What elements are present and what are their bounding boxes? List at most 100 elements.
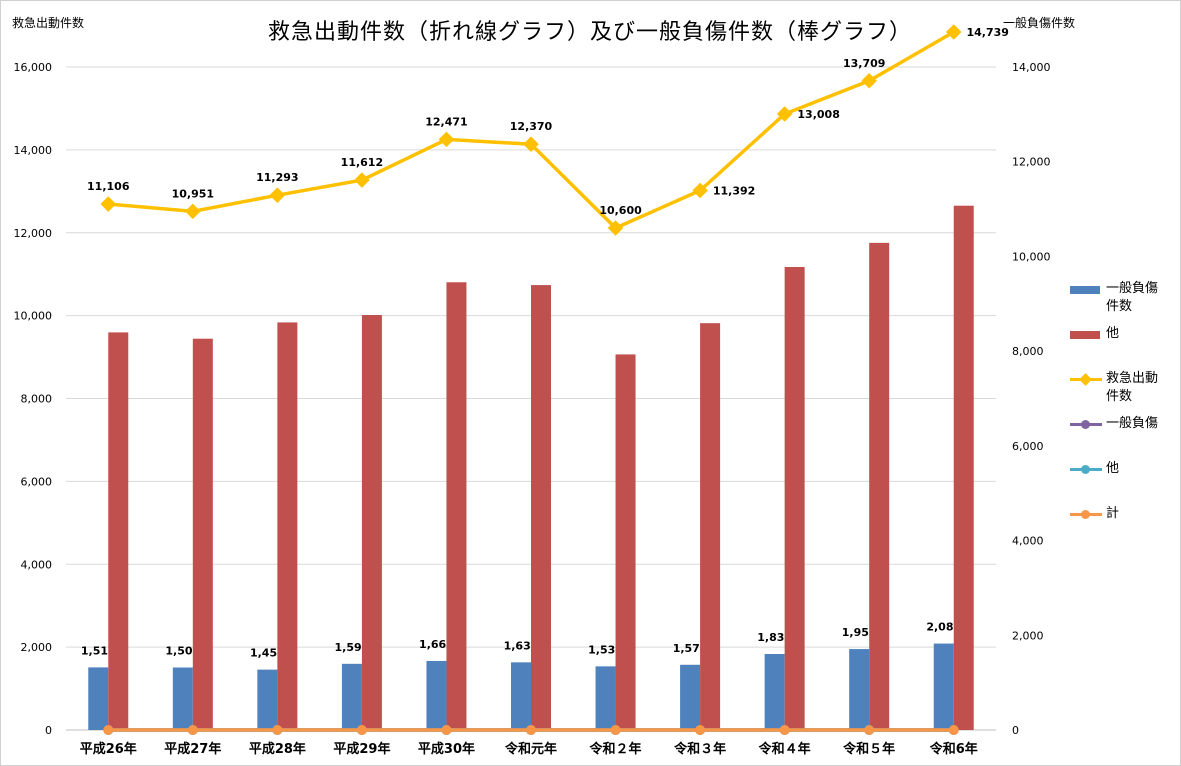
legend-line-swatch xyxy=(1070,420,1102,429)
line-point xyxy=(864,725,875,735)
line-point xyxy=(607,220,624,236)
bar xyxy=(680,664,701,730)
data-label: 2,086 xyxy=(926,621,961,634)
legend-marker xyxy=(1081,420,1090,429)
data-label: 11,293 xyxy=(256,171,298,184)
line-point xyxy=(610,725,621,735)
line-point xyxy=(187,725,198,735)
left-tick-label: 4,000 xyxy=(21,558,53,571)
bar xyxy=(531,285,551,730)
legend-bar-swatch xyxy=(1070,286,1100,294)
legend-bar-swatch xyxy=(1070,331,1100,339)
legend-line-swatch xyxy=(1070,465,1102,474)
legend-line-swatch xyxy=(1070,510,1102,519)
data-label: 1,633 xyxy=(504,639,539,652)
right-tick-label: 4,000 xyxy=(1012,535,1044,548)
line-point xyxy=(441,725,452,735)
line-point xyxy=(438,131,455,148)
legend-label: 他 xyxy=(1106,461,1120,476)
data-label: 13,709 xyxy=(843,57,885,70)
bar xyxy=(511,662,531,730)
bar xyxy=(277,322,298,730)
legend-label: 一般負傷 xyxy=(1106,416,1159,431)
left-tick-label: 8,000 xyxy=(21,393,53,406)
line-point xyxy=(695,725,706,735)
right-tick-label: 2,000 xyxy=(1012,629,1044,642)
left-tick-label: 12,000 xyxy=(14,227,53,240)
left-tick-label: 10,000 xyxy=(14,310,53,323)
bar xyxy=(933,643,954,730)
line-point xyxy=(356,725,367,735)
legend-marker xyxy=(1081,465,1090,474)
line-point xyxy=(779,725,790,735)
line-point xyxy=(861,73,877,89)
right-tick-label: 10,000 xyxy=(1012,250,1051,263)
bar xyxy=(595,666,616,730)
bar xyxy=(88,667,109,730)
line-point xyxy=(100,196,117,212)
data-label: 1,511 xyxy=(81,644,116,657)
legend-label: 他 xyxy=(1106,326,1120,341)
x-tick-label: 令和２年 xyxy=(590,741,642,757)
bar xyxy=(953,205,974,731)
bar xyxy=(257,669,278,730)
x-tick-label: 平成29年 xyxy=(333,741,390,757)
legend-label: 救急出動件数 xyxy=(1106,371,1159,404)
right-tick-label: 8,000 xyxy=(1012,345,1044,358)
line-point xyxy=(185,203,201,220)
x-tick-label: 令和元年 xyxy=(505,741,557,757)
line-point xyxy=(272,725,283,735)
left-tick-label: 6,000 xyxy=(21,475,53,488)
line-point xyxy=(269,187,286,203)
chart-title: 救急出動件数（折れ線グラフ）及び一般負傷件数（棒グラフ） xyxy=(267,20,912,45)
legend-label: 計 xyxy=(1106,506,1120,521)
data-label: 1,508 xyxy=(165,645,200,658)
left-tick-label: 0 xyxy=(45,724,52,737)
line-point xyxy=(523,136,539,152)
bar xyxy=(192,338,213,730)
bar xyxy=(361,315,382,730)
data-label: 12,471 xyxy=(425,115,467,128)
right-tick-label: 0 xyxy=(1012,724,1019,737)
data-label: 1,666 xyxy=(419,638,454,651)
data-label: 13,008 xyxy=(797,108,839,121)
data-label: 11,612 xyxy=(341,156,383,169)
data-label: 14,739 xyxy=(967,26,1009,39)
legend-label: 一般負傷件数 xyxy=(1106,281,1159,314)
bar xyxy=(764,654,785,730)
line-point xyxy=(945,24,962,40)
bar xyxy=(615,354,636,730)
right-tick-label: 14,000 xyxy=(1012,61,1051,74)
data-label: 1,457 xyxy=(250,647,285,660)
legend-marker xyxy=(1081,510,1090,519)
x-tick-label: 平成28年 xyxy=(249,741,306,757)
x-tick-label: 平成27年 xyxy=(164,741,221,757)
line-point xyxy=(354,172,370,188)
x-tick-label: 令和４年 xyxy=(759,741,811,757)
bar xyxy=(426,660,447,730)
x-tick-label: 令和５年 xyxy=(843,741,895,757)
bar xyxy=(446,282,467,730)
bar xyxy=(341,663,362,730)
data-label: 10,951 xyxy=(172,187,214,200)
line-point xyxy=(948,725,959,735)
line-point xyxy=(692,182,708,199)
x-tick-label: 平成30年 xyxy=(418,741,475,757)
left-tick-label: 2,000 xyxy=(21,641,53,654)
x-tick-label: 平成26年 xyxy=(80,741,137,757)
bar xyxy=(172,667,193,730)
x-tick-label: 令和6年 xyxy=(930,741,978,757)
left-tick-label: 14,000 xyxy=(14,144,53,157)
data-label: 11,392 xyxy=(713,185,755,198)
legend-line-swatch xyxy=(1070,373,1102,386)
right-tick-label: 12,000 xyxy=(1012,156,1051,169)
bar xyxy=(784,266,805,730)
data-label: 1,536 xyxy=(588,643,623,656)
line-point xyxy=(526,725,536,735)
left-axis-title: 救急出動件数 xyxy=(12,16,85,30)
data-label: 11,106 xyxy=(87,180,130,193)
right-axis-title: 一般負傷件数 xyxy=(1003,16,1076,30)
x-tick-label: 令和３年 xyxy=(674,741,726,757)
bar xyxy=(849,649,870,730)
